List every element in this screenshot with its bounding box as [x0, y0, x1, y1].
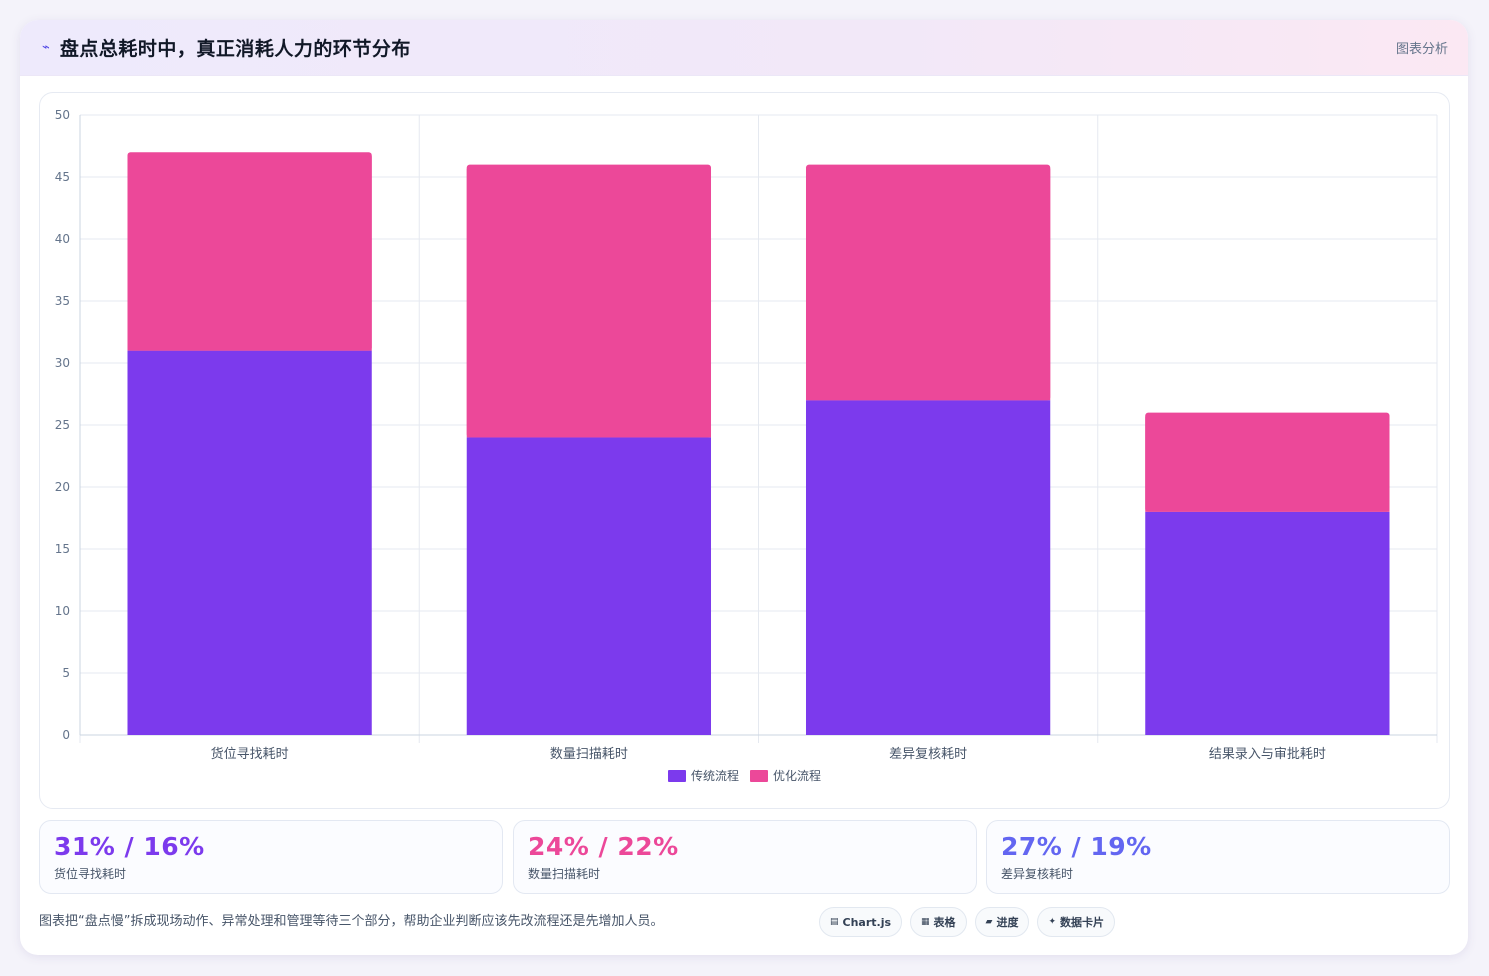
- bar-fill: [466, 168, 712, 438]
- header-tag: 图表分析: [1395, 42, 1448, 57]
- chip-label: 进度: [996, 916, 1019, 929]
- x-tick-label: 数量扫描耗时: [550, 747, 628, 762]
- stat-label: 数量扫描耗时: [528, 867, 601, 881]
- stat-value: 31% / 16%: [54, 832, 205, 861]
- x-tick-label: 结果录入与审批耗时: [1209, 747, 1326, 762]
- sparkle-icon: ✦: [1048, 917, 1057, 927]
- chip-progress[interactable]: ▰ 进度: [974, 907, 1030, 937]
- y-tick-label: 50: [55, 108, 70, 122]
- legend-label: 传统流程: [691, 768, 739, 783]
- y-tick-label: 45: [55, 170, 70, 184]
- bar-fill: [1145, 416, 1390, 512]
- x-tick-label: 差异复核耗时: [889, 747, 967, 762]
- y-tick-label: 15: [55, 542, 70, 556]
- legend-swatch: [750, 770, 768, 782]
- x-tick-label: 货位寻找耗时: [211, 746, 289, 762]
- chip-table[interactable]: ▦ 表格: [910, 907, 967, 937]
- chip-label: Chart.js: [842, 915, 892, 929]
- legend-label: 优化流程: [773, 768, 821, 783]
- footer-note: 图表把“盘点慢”拆成现场动作、异常处理和管理等待三个部分，帮助企业判断应该先改流…: [39, 914, 664, 929]
- chart-panel: 0 5 10 15 20 25 30 35 40 45 50 货位寻找耗时 数量扫描耗时 差异复核耗时 结果…: [39, 92, 1450, 809]
- bar-fill: [127, 156, 372, 351]
- chip-chartjs[interactable]: ▤ Chart.js: [819, 907, 903, 937]
- chart-icon: ▤: [830, 917, 839, 927]
- y-tick-label: 5: [62, 666, 70, 680]
- y-tick-label: 10: [55, 604, 70, 618]
- progress-icon: ▰: [985, 917, 993, 927]
- legend-swatch: [668, 770, 686, 782]
- bar-series-1: [805, 400, 1051, 735]
- feature-chips: ▤ Chart.js ▦ 表格 ▰ 进度 ✦ 数据卡片: [819, 907, 1116, 937]
- chip-label: 表格: [933, 916, 956, 929]
- stacked-bar-chart: 0 5 10 15 20 25 30 35 40 45 50 货位寻找耗时 数量扫描耗时 差异复核耗时 结果…: [55, 108, 1438, 783]
- stat-card-3: 27% / 19% 差异复核耗时: [986, 820, 1450, 894]
- chip-data-card[interactable]: ✦ 数据卡片: [1037, 907, 1116, 937]
- stat-card-1: 31% / 16% 货位寻找耗时: [39, 820, 503, 894]
- stat-value: 24% / 22%: [528, 832, 679, 861]
- title-group: ⌁ 盘点总耗时中，真正消耗人力的环节分布: [42, 34, 411, 61]
- stat-label: 差异复核耗时: [1001, 867, 1074, 881]
- y-tick-label: 35: [55, 294, 70, 308]
- bar-series-1: [1145, 511, 1390, 735]
- table-icon: ▦: [921, 917, 930, 927]
- stat-card-2: 24% / 22% 数量扫描耗时: [513, 820, 977, 894]
- stat-value: 27% / 19%: [1001, 832, 1152, 861]
- y-tick-label: 25: [55, 418, 70, 432]
- chart-card: ⌁ 盘点总耗时中，真正消耗人力的环节分布 图表分析 0 5 10 15 20 25 30 35…: [20, 20, 1468, 955]
- y-tick-label: 30: [55, 356, 70, 370]
- y-tick-label: 40: [55, 232, 70, 246]
- card-header: ⌁ 盘点总耗时中，真正消耗人力的环节分布 图表分析: [20, 20, 1468, 76]
- page-title: 盘点总耗时中，真正消耗人力的环节分布: [59, 38, 411, 60]
- stat-label: 货位寻找耗时: [54, 867, 127, 881]
- chip-label: 数据卡片: [1060, 916, 1105, 929]
- y-tick-label: 0: [62, 728, 70, 742]
- bar-series-1: [127, 350, 372, 735]
- bar-fill: [805, 168, 1051, 401]
- bar-series-1: [466, 437, 712, 735]
- y-tick-label: 20: [55, 480, 70, 494]
- trend-icon: ⌁: [42, 40, 50, 55]
